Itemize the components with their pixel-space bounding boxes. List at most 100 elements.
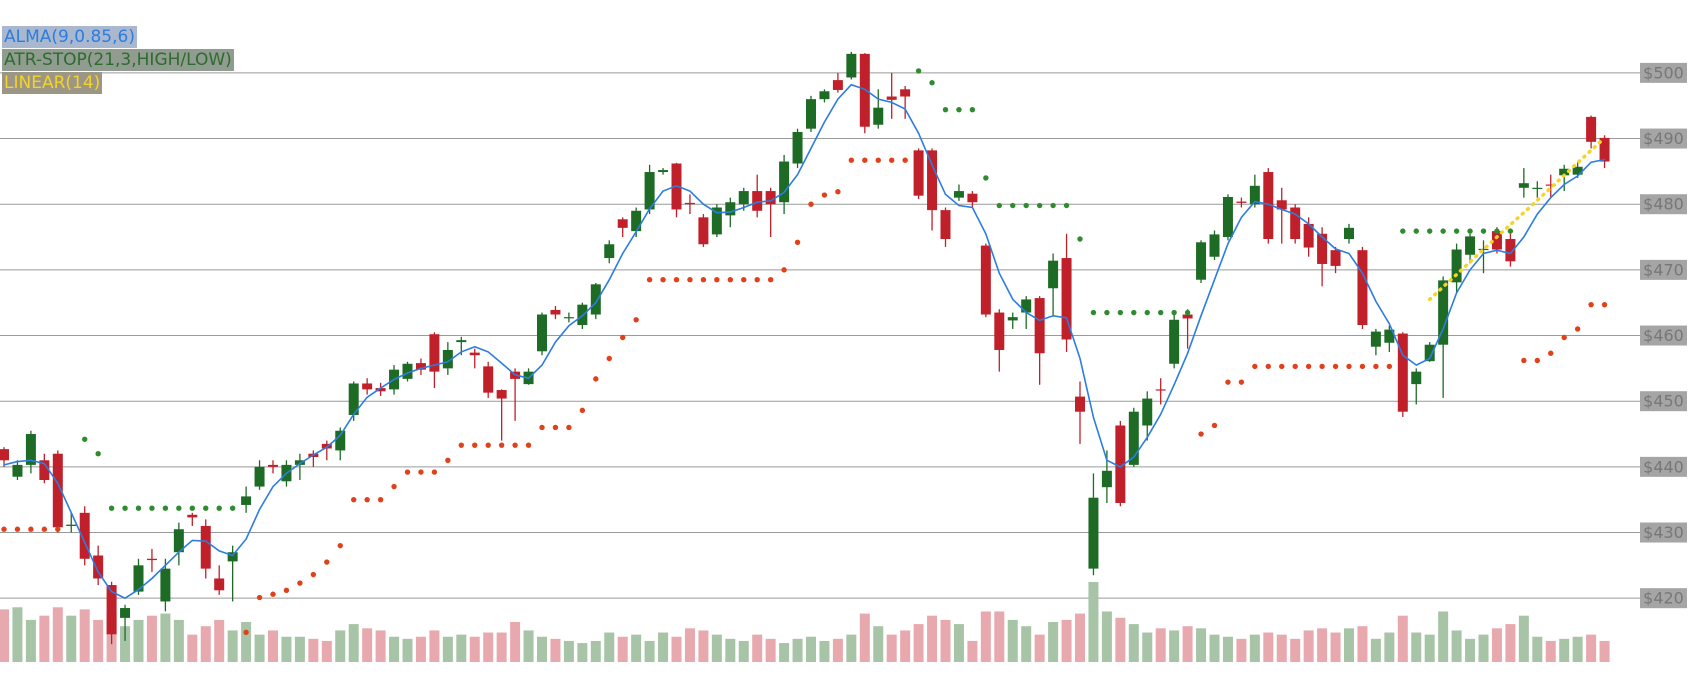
volume-bar: [241, 622, 252, 662]
stop-dot: [929, 80, 935, 86]
stop-dot: [956, 106, 962, 113]
candle-body: [268, 464, 278, 467]
candle-body: [335, 430, 346, 451]
volume-bar: [227, 630, 238, 662]
legend-entry: ATR-STOP(21,3,HIGH/LOW): [2, 49, 234, 71]
stop-dot: [1507, 228, 1514, 234]
stop-dot: [1063, 202, 1070, 209]
candles: [0, 51, 1610, 645]
volume-bar: [1344, 628, 1354, 662]
volume-bar: [967, 640, 978, 662]
volume-bar: [953, 624, 964, 662]
stop-dot: [485, 442, 491, 448]
candle-body: [469, 352, 480, 356]
volume-bar: [1061, 619, 1072, 662]
stop-dot: [983, 175, 989, 181]
candle-body: [52, 453, 63, 528]
volume-bar: [1397, 615, 1408, 662]
candle-body: [1290, 207, 1301, 240]
volume-bar: [671, 636, 682, 662]
price-label: $460: [1643, 326, 1684, 345]
candle-body: [738, 191, 749, 205]
candle-body: [792, 131, 803, 164]
candle-body: [1518, 183, 1529, 188]
candle-body: [725, 202, 736, 216]
stop-dot: [808, 201, 814, 207]
volume-bar: [1276, 634, 1287, 662]
stop-dot: [889, 157, 895, 163]
candle-body: [1491, 231, 1502, 250]
volume-bar: [765, 638, 776, 662]
candle-body: [25, 434, 36, 465]
candle-body: [631, 210, 642, 232]
candle-body: [1263, 172, 1274, 240]
volume-bar: [1559, 638, 1570, 662]
candle-body: [1330, 250, 1341, 266]
volume-bar: [1021, 626, 1032, 662]
stop-dot: [1198, 431, 1204, 437]
candle-body: [1196, 242, 1207, 280]
volume-bar: [483, 632, 494, 662]
volume-bar: [1465, 638, 1476, 662]
stop-dot: [1158, 309, 1164, 316]
volume-bar: [214, 619, 225, 662]
candle-body: [1397, 333, 1408, 412]
stop-dot: [767, 277, 774, 283]
stop-dot: [391, 483, 397, 490]
stop-dot: [1292, 363, 1298, 370]
stop-dot: [1373, 363, 1379, 370]
stop-dot: [1144, 309, 1150, 316]
candle-body: [1182, 314, 1193, 319]
stop-dot: [14, 526, 21, 532]
candle-body: [456, 340, 467, 343]
candle-body: [1424, 344, 1435, 362]
stop-dot: [1359, 363, 1366, 370]
candle-body: [254, 466, 265, 487]
volume-bar: [173, 619, 184, 662]
candle-body: [1075, 396, 1085, 412]
candle-body: [1384, 329, 1395, 343]
candle-body: [980, 245, 991, 315]
candle-body: [1155, 389, 1166, 391]
stop-dot: [579, 407, 586, 414]
volume-bar: [1048, 622, 1059, 662]
candle-body: [1021, 299, 1032, 313]
candle-body: [779, 161, 790, 203]
volume-bar: [563, 640, 574, 662]
stop-dot: [525, 442, 532, 448]
stop-dot: [297, 580, 303, 586]
candle-body: [1115, 425, 1126, 503]
stop-dot: [28, 526, 34, 532]
volume-bar: [52, 607, 63, 662]
candle-body: [1222, 196, 1233, 238]
volume-bar: [1290, 638, 1301, 662]
candle-body: [106, 585, 117, 635]
stop-dot: [310, 571, 317, 578]
stop-dot: [498, 442, 505, 448]
stop-dot: [82, 436, 88, 442]
candle-body: [658, 170, 669, 173]
candle-body: [214, 578, 225, 591]
stop-dot: [942, 106, 949, 113]
volume-bar: [1209, 634, 1220, 662]
volume-bar: [146, 615, 157, 662]
volume-bar: [1330, 632, 1341, 662]
volume-bar: [1545, 640, 1556, 662]
volume-bar: [1115, 617, 1126, 662]
stop-dot: [512, 442, 518, 448]
volume-bar: [268, 630, 278, 662]
candle-body: [39, 460, 50, 480]
candle-body: [927, 150, 938, 211]
volume-bar: [927, 615, 938, 662]
volume-bar: [375, 630, 386, 662]
stop-dot: [135, 505, 142, 511]
stop-dot: [162, 505, 169, 511]
volume-bar: [1075, 613, 1085, 662]
candle-body: [1451, 249, 1462, 283]
stop-dot: [606, 355, 612, 362]
volume-bar: [1438, 611, 1449, 662]
candle-body: [1034, 298, 1045, 354]
stop-dot: [821, 192, 828, 198]
candle-body: [483, 366, 494, 393]
stop-dot: [794, 239, 801, 245]
